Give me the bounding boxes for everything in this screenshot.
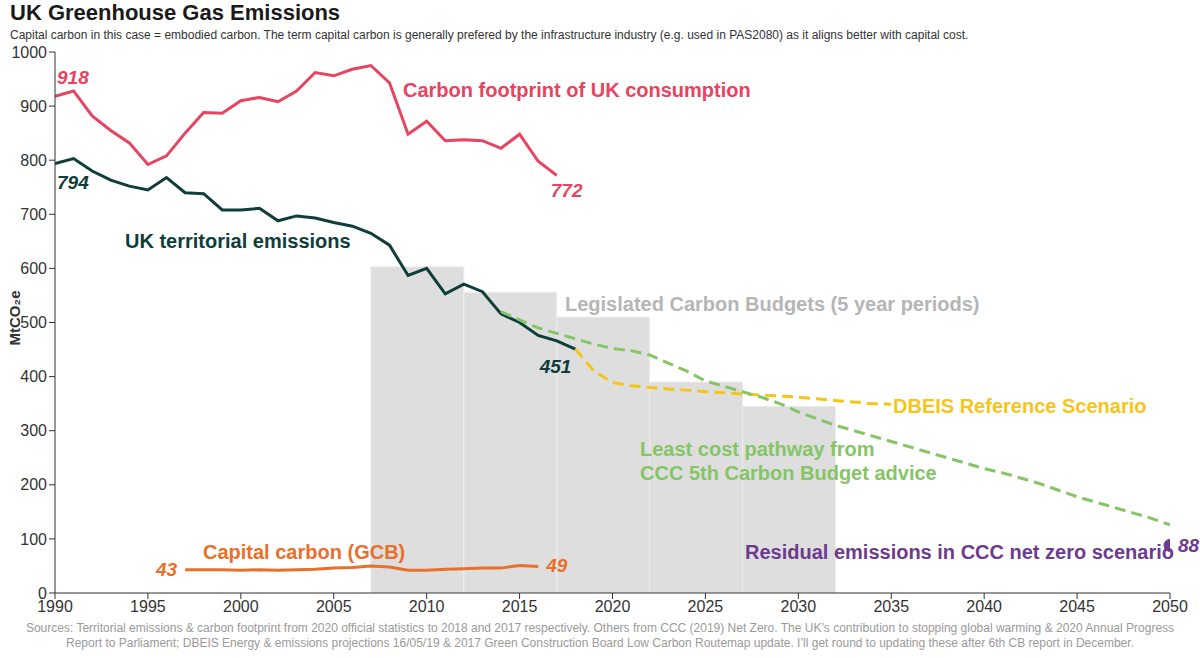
html-text:Carbon footprint of UK consump: Carbon footprint of UK consumption [403, 79, 751, 101]
svg-text:2005: 2005 [316, 598, 352, 615]
html-text:Sources: Territorial emissions: Sources: Territorial emissions & carbon … [25, 621, 1175, 650]
svg-text:1000: 1000 [11, 44, 47, 61]
svg-text:2030: 2030 [781, 598, 817, 615]
svg-text:1990: 1990 [37, 598, 73, 616]
svg-text:900: 900 [20, 98, 47, 115]
html-text:Least cost pathway from CCC 5t: Least cost pathway from CCC 5th Carbon B… [640, 438, 937, 484]
svg-text:2020: 2020 [595, 598, 631, 615]
svg-text:400: 400 [20, 368, 47, 385]
svg-text:0: 0 [38, 585, 47, 602]
svg-text:49: 49 [545, 555, 568, 576]
svg-text:600: 600 [20, 260, 47, 277]
svg-text:772: 772 [551, 180, 583, 201]
svg-text:2025: 2025 [688, 598, 724, 615]
svg-text:2015: 2015 [502, 598, 538, 615]
html-text:Capital carbon (GCB): Capital carbon (GCB) [203, 541, 406, 563]
svg-text:2045: 2045 [1059, 598, 1095, 615]
svg-text:1995: 1995 [130, 598, 166, 615]
html-text:MtCO₂e: MtCO₂e [5, 290, 23, 346]
svg-text:2050: 2050 [1152, 598, 1188, 615]
html-text:Capital carbon in this case =: Capital carbon in this case = embodied c… [10, 28, 969, 42]
html-text:DBEIS Reference Scenario: DBEIS Reference Scenario [893, 395, 1147, 417]
svg-text:88: 88 [1178, 535, 1192, 556]
svg-text:200: 200 [20, 476, 47, 493]
svg-text:2010: 2010 [409, 598, 445, 615]
html-text:Residual emissions in CCC net: Residual emissions in CCC net zero scena… [745, 541, 1174, 563]
html-text:UK Greenhouse Gas Emissions: UK Greenhouse Gas Emissions [10, 0, 341, 25]
svg-text:2035: 2035 [873, 598, 909, 615]
svg-text:700: 700 [20, 206, 47, 223]
svg-text:43: 43 [155, 559, 178, 580]
html-text:UK territorial emissions: UK territorial emissions [125, 230, 351, 252]
html-text:Legislated Carbon Budgets (5 y: Legislated Carbon Budgets (5 year period… [565, 293, 980, 315]
svg-text:800: 800 [20, 152, 47, 169]
svg-text:794: 794 [57, 172, 89, 193]
svg-text:300: 300 [20, 422, 47, 439]
svg-text:451: 451 [539, 356, 572, 377]
svg-text:100: 100 [20, 531, 47, 548]
svg-text:918: 918 [57, 67, 89, 88]
svg-text:2000: 2000 [223, 598, 259, 615]
svg-text:2040: 2040 [966, 598, 1002, 615]
svg-text:500: 500 [20, 314, 47, 331]
